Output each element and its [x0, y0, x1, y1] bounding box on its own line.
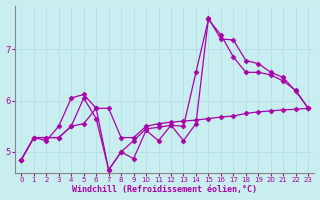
X-axis label: Windchill (Refroidissement éolien,°C): Windchill (Refroidissement éolien,°C)	[72, 185, 257, 194]
